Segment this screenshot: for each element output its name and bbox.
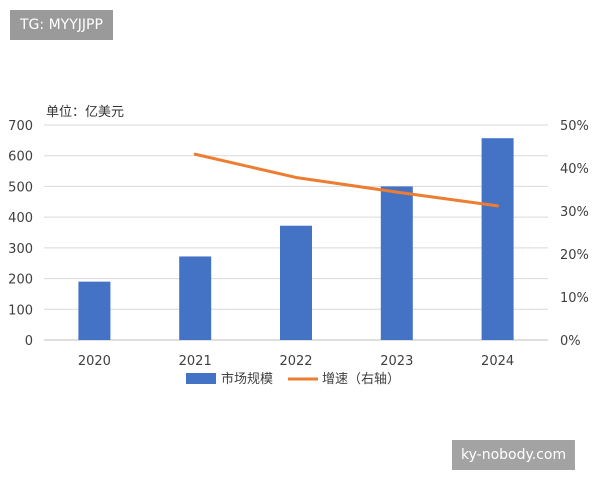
y-left-tick-label: 0 [25, 334, 33, 349]
y-left-tick-label: 500 [8, 180, 33, 195]
y-left-tick-label: 300 [8, 242, 33, 257]
legend-label-bar: 市场规模 [221, 371, 273, 387]
bar [481, 138, 514, 340]
bar [78, 281, 111, 340]
x-tick-label: 2022 [279, 354, 312, 369]
bar [179, 256, 212, 340]
y-left-tick-label: 600 [8, 150, 33, 165]
unit-label: 单位：亿美元 [46, 105, 125, 120]
y-right-tick-label: 50% [560, 119, 589, 134]
x-tick-label: 2024 [481, 354, 514, 369]
y-right-tick-label: 0% [560, 334, 581, 349]
x-tick-label: 2021 [179, 354, 212, 369]
legend-swatch-bar [186, 373, 216, 384]
watermark-bottom: ky-nobody.com [452, 440, 576, 470]
y-right-tick-label: 10% [560, 291, 589, 306]
bar [280, 225, 312, 340]
y-right-tick-label: 20% [560, 248, 589, 263]
y-right-tick-label: 40% [560, 162, 589, 177]
watermark-top: TG: MYYJJPP [10, 10, 113, 40]
x-tick-label: 2020 [78, 354, 111, 369]
y-left-tick-label: 200 [8, 273, 33, 288]
y-right-tick-label: 30% [560, 205, 589, 220]
growth-line [193, 152, 500, 208]
legend-label-line: 增速（右轴） [322, 372, 400, 387]
bar [380, 186, 413, 340]
y-left-tick-label: 400 [8, 211, 33, 226]
x-tick-label: 2023 [380, 354, 413, 369]
y-left-tick-label: 700 [8, 119, 33, 134]
y-left-tick-label: 100 [8, 303, 33, 318]
